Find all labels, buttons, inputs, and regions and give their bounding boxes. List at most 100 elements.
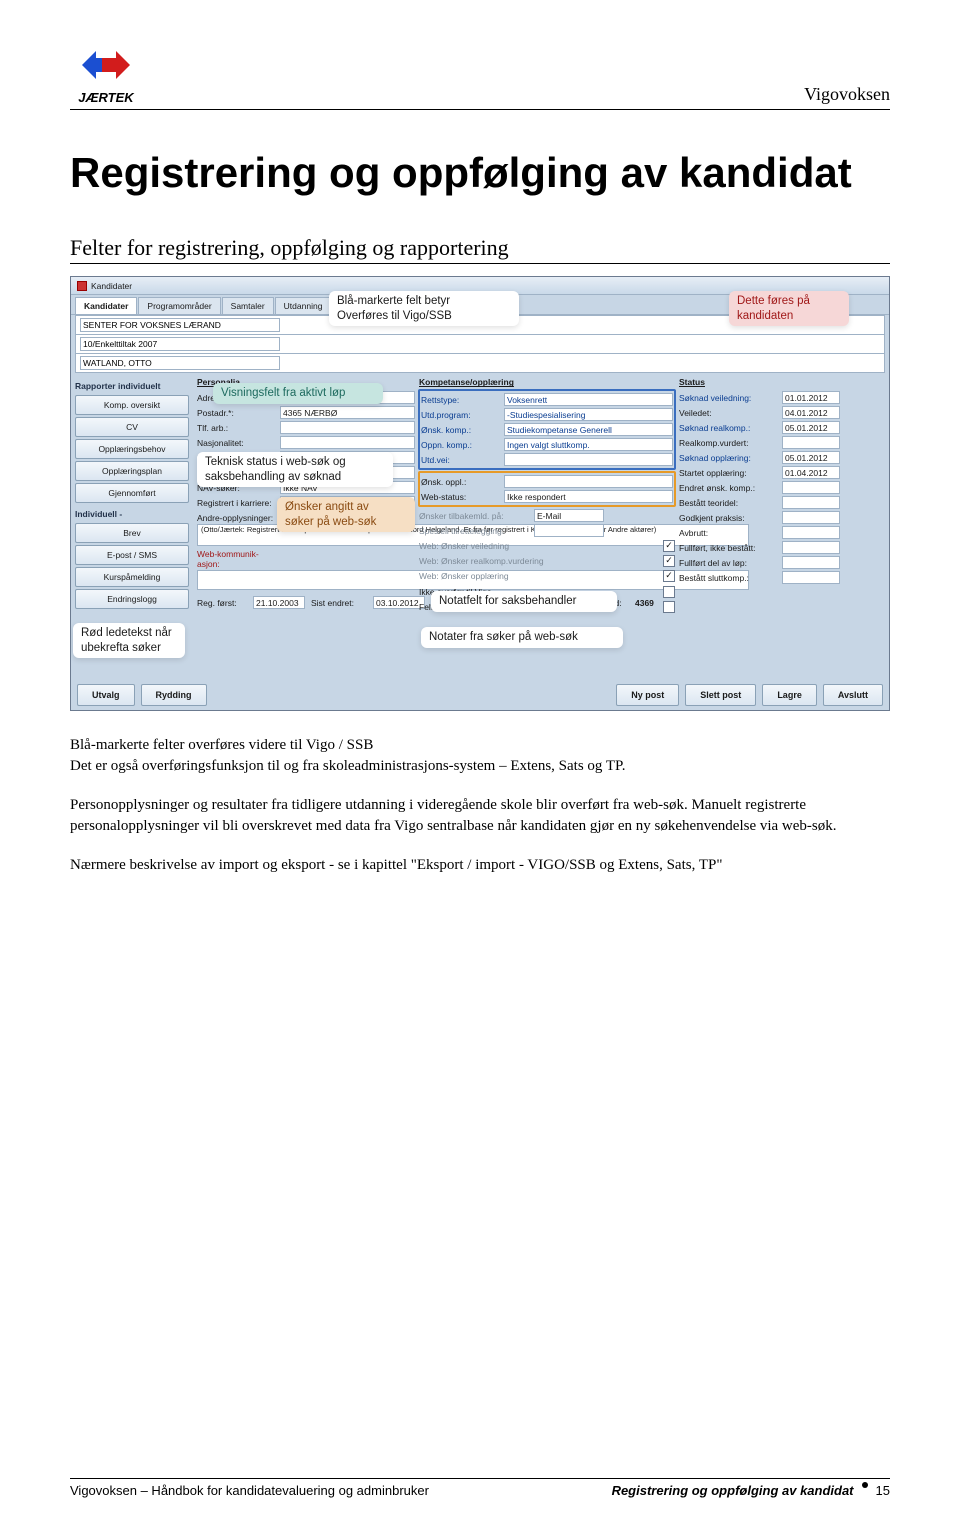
- field-value[interactable]: -Studiespesialisering: [504, 408, 673, 421]
- field-value[interactable]: 01.04.2012: [782, 466, 840, 479]
- field-value[interactable]: 4365 NÆRBØ: [280, 406, 415, 419]
- personalia-row: Postadr.*:4365 NÆRBØ: [197, 405, 415, 420]
- section-underline: Felter for registrering, oppfølging og r…: [70, 235, 890, 264]
- field-value[interactable]: [280, 421, 415, 434]
- field-value[interactable]: [782, 511, 840, 524]
- callout-notatfelt: Notatfelt for saksbehandler: [431, 591, 617, 611]
- field-value[interactable]: Ikke respondert: [504, 490, 673, 503]
- field-value[interactable]: [280, 436, 415, 449]
- komp-row: Oppn. komp.:Ingen valgt sluttkomp.: [421, 437, 673, 452]
- logo-label: JÆRTEK: [78, 90, 133, 105]
- sistendret-label: Sist endret:: [311, 598, 367, 608]
- btn-cv[interactable]: CV: [75, 417, 189, 437]
- field-value[interactable]: 04.01.2012: [782, 406, 840, 419]
- person-select[interactable]: [80, 356, 280, 370]
- webkomm-label: Web-kommunik-asjon:: [197, 549, 277, 569]
- col-kompetanse: Kompetanse/opplæring Rettstype:Voksenret…: [419, 375, 675, 711]
- footer-page-number: 15: [876, 1483, 890, 1498]
- checkbox[interactable]: [663, 586, 675, 598]
- field-label: Tlf. arb.:: [197, 423, 277, 433]
- tab-samtaler[interactable]: Samtaler: [222, 297, 274, 314]
- btn-opplaeringsbe[interactable]: Opplæringsbehov: [75, 439, 189, 459]
- field-value[interactable]: Ingen valgt sluttkomp.: [504, 438, 673, 451]
- btn-rydding[interactable]: Rydding: [141, 684, 207, 706]
- komp-row: Ønsk. oppl.:: [421, 474, 673, 489]
- field-value[interactable]: [782, 526, 840, 539]
- footer-bullet-icon: [862, 1482, 868, 1488]
- status-heading: Status: [679, 375, 885, 389]
- field-value[interactable]: [534, 524, 604, 537]
- window-title: Kandidater: [91, 281, 132, 291]
- checkbox[interactable]: ✓: [663, 555, 675, 567]
- komp-row: Utd.vei:: [421, 452, 673, 467]
- kompetanse-blue-group: Rettstype:VoksenrettUtd.program:-Studies…: [418, 389, 676, 470]
- field-value[interactable]: [782, 541, 840, 554]
- field-value[interactable]: [782, 481, 840, 494]
- personalia-row: Nasjonalitet:: [197, 435, 415, 450]
- btn-epost-sms[interactable]: E-post / SMS: [75, 545, 189, 565]
- callout-rod-ledetekst: Rød ledetekst når ubekrefta søker: [73, 623, 185, 658]
- footer-left: Vigovoksen – Håndbok for kandidatevaluer…: [70, 1483, 429, 1498]
- btn-kurspamelding[interactable]: Kurspåmelding: [75, 567, 189, 587]
- field-label: Bestått teoridel:: [679, 498, 779, 508]
- regforst-label: Reg. først:: [197, 598, 247, 608]
- tab-programomrader[interactable]: Programområder: [138, 297, 220, 314]
- field-label: Postadr.*:: [197, 408, 277, 418]
- status-row: Startet opplæring:01.04.2012: [679, 465, 885, 480]
- field-label: Endret ønsk. komp.:: [679, 483, 779, 493]
- checkbox[interactable]: ✓: [663, 570, 675, 582]
- field-label: Veiledet:: [679, 408, 779, 418]
- tab-utdanning[interactable]: Utdanning: [275, 297, 332, 314]
- senter-select[interactable]: [80, 318, 280, 332]
- kompetanse-orange-group: Ønsker tilbakemld. på:E-MailSpesiell til…: [419, 508, 675, 583]
- field-label: Ønsk. oppl.:: [421, 477, 501, 487]
- btn-utvalg[interactable]: Utvalg: [77, 684, 135, 706]
- btn-opplaeringsplan[interactable]: Opplæringsplan: [75, 461, 189, 481]
- field-value[interactable]: [782, 436, 840, 449]
- btn-ny-post[interactable]: Ny post: [616, 684, 679, 706]
- paragraph-1: Blå-markerte felter overføres videre til…: [70, 735, 890, 777]
- field-label: Godkjent praksis:: [679, 513, 779, 523]
- btn-brev[interactable]: Brev: [75, 523, 189, 543]
- checkbox[interactable]: [663, 601, 675, 613]
- status-row: Fullført del av løp:: [679, 555, 885, 570]
- btn-gjennomfort[interactable]: Gjennomført: [75, 483, 189, 503]
- btn-endringslogg[interactable]: Endringslogg: [75, 589, 189, 609]
- page-header: JÆRTEK Vigovoksen: [70, 40, 890, 110]
- tab-kandidater[interactable]: Kandidater: [75, 297, 137, 314]
- btn-komp-oversikt[interactable]: Komp. oversikt: [75, 395, 189, 415]
- field-value[interactable]: [504, 475, 673, 488]
- komp-row: Ønsker tilbakemld. på:E-Mail: [419, 508, 675, 523]
- window-icon: [77, 281, 87, 291]
- btn-avslutt[interactable]: Avslutt: [823, 684, 883, 706]
- btn-lagre[interactable]: Lagre: [762, 684, 817, 706]
- regforst-value: 21.10.2003: [253, 596, 305, 609]
- field-label: Bestått sluttkomp.:: [679, 573, 779, 583]
- btn-slett-post[interactable]: Slett post: [685, 684, 756, 706]
- field-value[interactable]: 05.01.2012: [782, 421, 840, 434]
- field-label: Fullført del av løp:: [679, 558, 779, 568]
- callout-notater-fra-soker: Notater fra søker på web-søk: [421, 627, 623, 647]
- field-label: Web: Ønsker opplæring: [419, 571, 660, 581]
- callout-onsker-angitt: Ønsker angitt avsøker på web-søk: [277, 497, 415, 532]
- field-value[interactable]: 05.01.2012: [782, 451, 840, 464]
- komp-row: Spesiell tilrettelegging:: [419, 523, 675, 538]
- field-value[interactable]: 01.01.2012: [782, 391, 840, 404]
- field-label: Ønsk. komp.:: [421, 425, 501, 435]
- checkbox[interactable]: ✓: [663, 540, 675, 552]
- jaertek-logo-icon: [70, 40, 142, 90]
- field-value[interactable]: [504, 453, 673, 466]
- col-status: Status Søknad veiledning:01.01.2012Veile…: [679, 375, 885, 711]
- field-value[interactable]: [782, 496, 840, 509]
- field-value[interactable]: [782, 556, 840, 569]
- field-label: Avbrutt:: [679, 528, 779, 538]
- field-value[interactable]: [782, 571, 840, 584]
- field-value[interactable]: Studiekompetanse Generell: [504, 423, 673, 436]
- field-label: Nasjonalitet:: [197, 438, 277, 448]
- field-label: Ønsker tilbakemld. på:: [419, 511, 531, 521]
- field-label: Web: Ønsker veiledning: [419, 541, 660, 551]
- field-value[interactable]: Voksenrett: [504, 393, 673, 406]
- status-row: Godkjent praksis:: [679, 510, 885, 525]
- field-value[interactable]: E-Mail: [534, 509, 604, 522]
- tiltak-select[interactable]: [80, 337, 280, 351]
